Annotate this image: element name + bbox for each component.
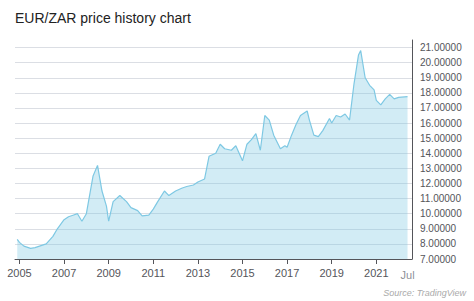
- svg-text:Jul: Jul: [401, 269, 415, 281]
- svg-text:9.00000: 9.00000: [420, 223, 457, 234]
- svg-text:12.00000: 12.00000: [420, 178, 462, 189]
- svg-text:14.00000: 14.00000: [420, 148, 462, 159]
- svg-text:2017: 2017: [275, 267, 299, 279]
- svg-text:20.00000: 20.00000: [420, 57, 462, 68]
- svg-text:2021: 2021: [364, 267, 388, 279]
- svg-text:2005: 2005: [7, 267, 31, 279]
- svg-text:19.00000: 19.00000: [420, 72, 462, 83]
- svg-text:21.00000: 21.00000: [420, 42, 462, 53]
- svg-text:2019: 2019: [319, 267, 343, 279]
- svg-text:EUR/ZAR price history chart: EUR/ZAR price history chart: [15, 10, 191, 26]
- svg-text:2015: 2015: [230, 267, 254, 279]
- svg-text:18.00000: 18.00000: [420, 87, 462, 98]
- svg-text:10.00000: 10.00000: [420, 208, 462, 219]
- svg-text:2011: 2011: [141, 267, 165, 279]
- svg-text:11.00000: 11.00000: [420, 193, 461, 204]
- svg-text:2013: 2013: [186, 267, 210, 279]
- svg-text:Source: TradingView: Source: TradingView: [383, 288, 466, 298]
- svg-text:17.00000: 17.00000: [420, 102, 462, 113]
- svg-text:7.00000: 7.00000: [420, 254, 457, 265]
- svg-text:15.00000: 15.00000: [420, 133, 462, 144]
- svg-text:8.00000: 8.00000: [420, 238, 457, 249]
- svg-text:16.00000: 16.00000: [420, 118, 462, 129]
- svg-text:13.00000: 13.00000: [420, 163, 462, 174]
- svg-text:2009: 2009: [96, 267, 120, 279]
- svg-text:2007: 2007: [52, 267, 76, 279]
